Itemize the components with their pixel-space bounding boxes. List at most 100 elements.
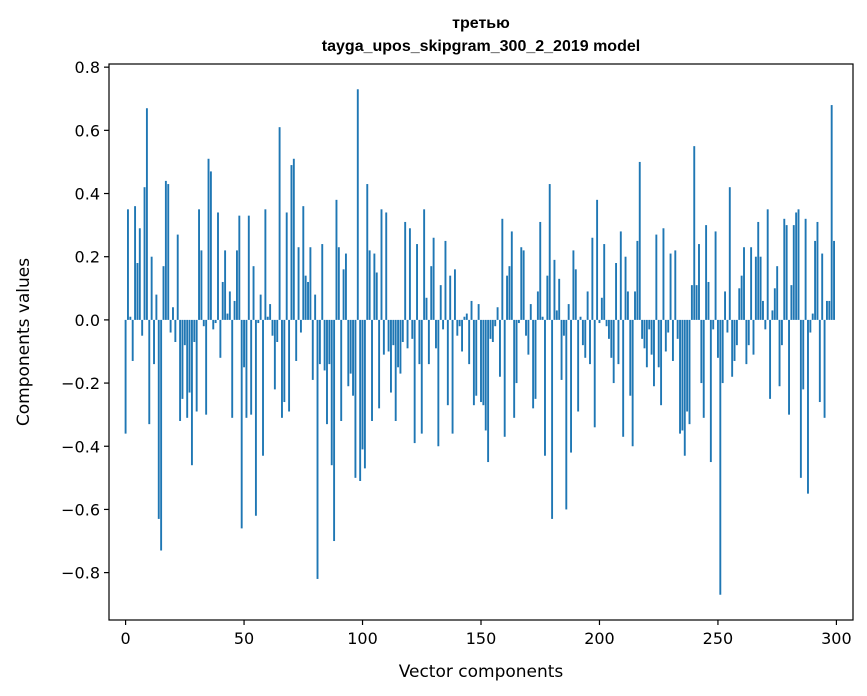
y-tick-label: 0.2 — [75, 248, 100, 267]
bar-225 — [657, 319, 660, 368]
plot-frame — [108, 63, 854, 621]
bar-238 — [688, 319, 691, 425]
bar-46 — [233, 300, 236, 320]
bar-124 — [418, 319, 421, 365]
bar-217 — [638, 161, 641, 320]
bar-52 — [247, 215, 250, 320]
bar-148 — [475, 319, 478, 396]
bar-192 — [579, 316, 582, 320]
bar-181 — [553, 259, 556, 320]
bar-268 — [759, 256, 762, 320]
bar-47 — [236, 250, 238, 320]
bar-138 — [451, 319, 454, 434]
x-tick-label: 150 — [466, 629, 497, 648]
bar-4 — [134, 206, 137, 320]
bar-164 — [513, 319, 516, 418]
bar-163 — [510, 231, 513, 320]
y-tick-label: −0.6 — [61, 500, 100, 519]
bar-185 — [562, 319, 565, 336]
y-tick-label: −0.2 — [61, 374, 100, 393]
bar-250 — [716, 319, 719, 358]
bar-265 — [752, 319, 755, 355]
bar-245 — [705, 225, 708, 320]
bar-63 — [273, 319, 276, 390]
bar-36 — [209, 171, 212, 320]
bar-132 — [437, 319, 440, 447]
bar-276 — [778, 319, 781, 387]
bar-208 — [617, 319, 620, 365]
bar-121 — [411, 319, 414, 339]
bar-183 — [558, 278, 561, 320]
bar-184 — [560, 319, 563, 380]
bar-29 — [193, 319, 196, 342]
bar-290 — [811, 313, 814, 320]
bar-32 — [200, 250, 203, 320]
bar-23 — [179, 319, 182, 421]
bar-188 — [570, 319, 572, 453]
y-tick-label: 0.8 — [75, 58, 100, 77]
bar-244 — [702, 319, 705, 418]
y-tick-label: 0.6 — [75, 121, 100, 140]
bar-227 — [662, 228, 665, 320]
bar-25 — [183, 319, 186, 346]
x-tick-label: 200 — [584, 629, 615, 648]
bar-264 — [750, 247, 753, 320]
bar-248 — [712, 319, 715, 330]
bar-298 — [830, 105, 833, 320]
bar-179 — [548, 184, 551, 320]
bar-212 — [626, 291, 629, 320]
bar-51 — [245, 319, 248, 418]
bar-288 — [807, 319, 809, 494]
bar-228 — [664, 319, 667, 352]
bar-292 — [816, 221, 819, 320]
bar-98 — [356, 89, 359, 320]
bar-158 — [499, 319, 501, 377]
bar-130 — [432, 237, 435, 320]
bar-67 — [283, 319, 286, 403]
bar-41 — [221, 281, 224, 320]
bar-12 — [153, 319, 155, 365]
bar-199 — [596, 199, 599, 320]
bar-274 — [773, 288, 776, 320]
bar-61 — [269, 304, 272, 320]
bar-104 — [371, 319, 373, 421]
bar-256 — [731, 319, 734, 377]
bar-40 — [219, 319, 222, 358]
bar-15 — [160, 319, 163, 551]
chart-title-line2: tayga_upos_skipgram_300_2_2019 model — [322, 38, 640, 55]
bar-282 — [792, 225, 795, 320]
bar-242 — [698, 244, 700, 320]
bar-232 — [674, 250, 677, 320]
bar-277 — [780, 319, 783, 346]
bar-214 — [631, 319, 634, 447]
bar-237 — [686, 319, 689, 412]
bar-177 — [544, 319, 546, 456]
bar-175 — [539, 221, 542, 320]
bar-219 — [643, 319, 646, 349]
bar-239 — [690, 285, 693, 320]
bar-257 — [733, 319, 736, 361]
bar-287 — [804, 218, 807, 320]
bar-221 — [648, 319, 651, 330]
bar-85 — [326, 319, 328, 425]
bar-206 — [612, 319, 615, 384]
bar-153 — [487, 319, 490, 463]
bar-178 — [546, 275, 549, 320]
bar-197 — [591, 237, 594, 320]
bar-173 — [534, 319, 537, 399]
bar-107 — [378, 319, 381, 409]
bar-278 — [783, 218, 786, 320]
bar-131 — [435, 319, 437, 349]
bar-236 — [683, 319, 686, 456]
bar-224 — [655, 234, 658, 320]
bar-196 — [589, 319, 591, 365]
bar-190 — [574, 269, 577, 320]
bar-280 — [788, 319, 790, 415]
bar-261 — [743, 247, 745, 320]
bar-176 — [541, 316, 544, 320]
bar-50 — [243, 319, 246, 368]
bar-215 — [634, 291, 636, 320]
bar-231 — [671, 319, 674, 361]
bar-109 — [382, 319, 385, 355]
